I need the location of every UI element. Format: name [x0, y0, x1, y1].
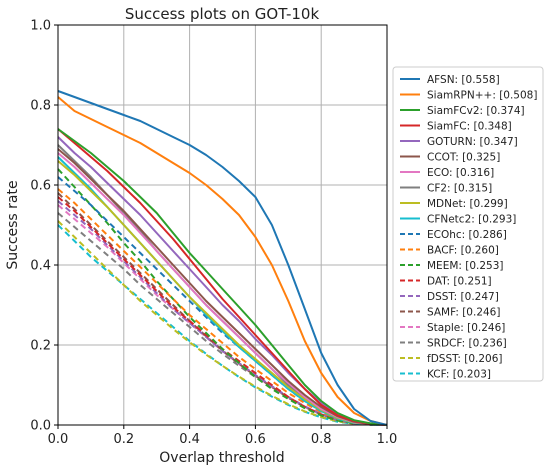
- series-lines: [57, 90, 388, 426]
- legend-label: MDNet: [0.299]: [427, 198, 508, 210]
- series-line-13: [57, 168, 388, 426]
- legend-label: Staple: [0.246]: [427, 322, 505, 334]
- legend-label: SiamRPN++: [0.508]: [427, 90, 537, 102]
- legend-label: MEEM: [0.253]: [427, 260, 504, 272]
- legend-label: DSST: [0.247]: [427, 291, 499, 303]
- x-tick-label: 0.6: [245, 432, 266, 447]
- x-axis-label: Overlap threshold: [159, 450, 284, 466]
- x-tick-label: 1.0: [377, 432, 398, 447]
- x-tick-label: 0.8: [311, 432, 332, 447]
- series-line-20: [57, 224, 388, 426]
- y-tick-label: 0.2: [30, 339, 51, 354]
- legend-label: BACF: [0.260]: [427, 245, 499, 257]
- y-tick-label: 0.6: [30, 179, 51, 194]
- y-axis-label: Success rate: [5, 180, 21, 269]
- y-tick-label: 0.0: [30, 419, 51, 434]
- legend-label: KCF: [0.203]: [427, 369, 491, 381]
- x-tick-label: 0.2: [113, 432, 134, 447]
- y-tick-label: 0.4: [30, 259, 51, 274]
- y-tick-label: 0.8: [30, 99, 51, 114]
- chart-title: Success plots on GOT-10k: [125, 5, 320, 23]
- series-line-19: [57, 220, 388, 426]
- plot-frame: [57, 24, 388, 426]
- axis-ticks: 0.0 0.2 0.4 0.6 0.8 1.0 0.0 0.2 0.4 0.6 0.8 1.0: [30, 19, 397, 448]
- legend-label: CF2: [0.315]: [427, 183, 492, 195]
- legend-label: fDSST: [0.206]: [427, 353, 503, 365]
- legend-label: SiamFC: [0.348]: [427, 121, 512, 133]
- legend-label: DAT: [0.251]: [427, 276, 492, 288]
- legend-label: GOTURN: [0.347]: [427, 136, 518, 148]
- series-line-12: [57, 188, 388, 426]
- series-line-3: [57, 128, 388, 426]
- legend-label: ECOhc: [0.286]: [427, 229, 507, 241]
- x-tick-label: 0.4: [179, 432, 200, 447]
- series-line-2: [57, 96, 388, 426]
- series-line-1: [57, 90, 388, 426]
- legend-label: SAMF: [0.246]: [427, 307, 500, 319]
- legend-label: CCOT: [0.325]: [427, 152, 500, 164]
- series-line-4: [57, 128, 388, 426]
- y-tick-label: 1.0: [30, 19, 51, 34]
- legend-label: AFSN: [0.558]: [427, 74, 500, 86]
- series-line-5: [57, 136, 388, 426]
- legend-label: CFNetc2: [0.293]: [427, 214, 516, 226]
- legend-label: ECO: [0.316]: [427, 167, 494, 179]
- legend-box: [392, 66, 544, 382]
- legend-label: SRDCF: [0.236]: [427, 338, 507, 350]
- legend-label: SiamFCv2: [0.374]: [427, 105, 525, 117]
- series-line-6: [57, 148, 388, 426]
- series-line-7: [57, 152, 388, 426]
- legend: AFSN: [0.558] SiamRPN++: [0.508] SiamFCv2:…: [392, 66, 544, 382]
- x-tick-label: 0.0: [48, 432, 69, 447]
